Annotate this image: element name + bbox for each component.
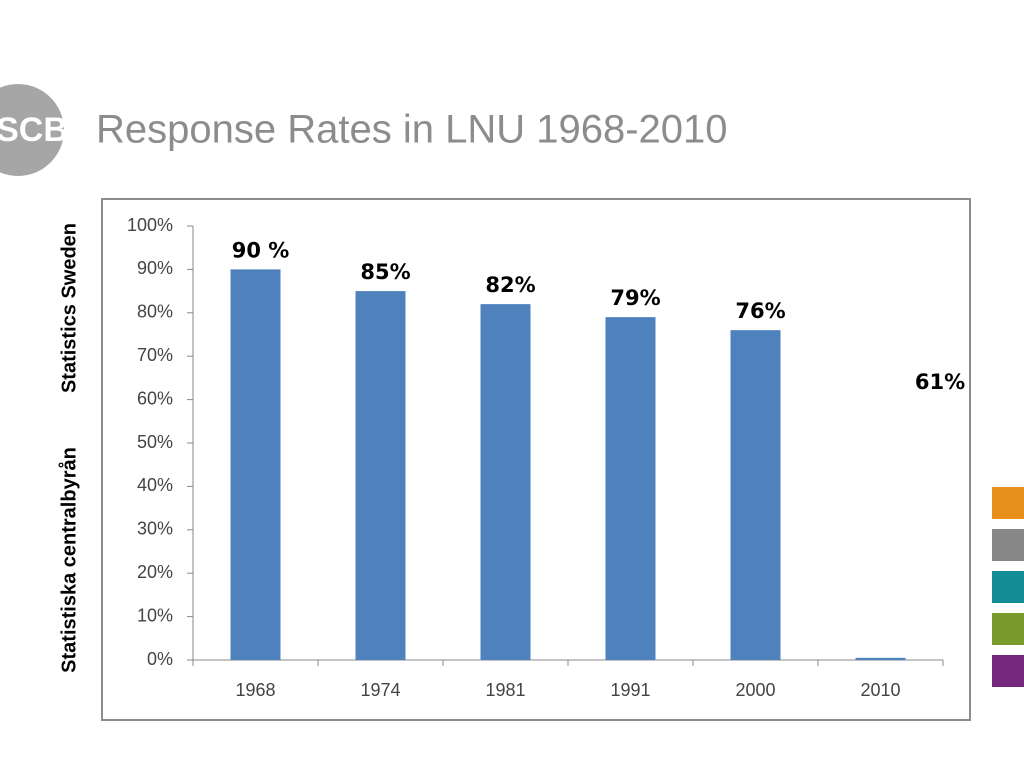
value-label: 82% <box>485 273 535 297</box>
x-tick-label: 2010 <box>860 680 900 700</box>
logo-circle <box>0 84 64 176</box>
value-label: 85% <box>360 260 410 284</box>
y-tick-label: 60% <box>137 388 173 408</box>
sidebar-text: Statistiska centralbyrån <box>57 447 80 673</box>
bar <box>730 330 781 660</box>
x-tick-label: 2000 <box>735 680 775 700</box>
x-tick-label: 1981 <box>485 680 525 700</box>
y-tick-label: 90% <box>137 258 173 278</box>
y-tick-label: 70% <box>137 345 173 365</box>
y-tick-label: 100% <box>127 215 173 235</box>
value-label: 79% <box>610 286 660 310</box>
logo-text: SCB <box>0 111 68 149</box>
y-tick-label: 30% <box>137 519 173 539</box>
bar <box>230 269 281 660</box>
color-square <box>992 529 1024 561</box>
x-tick-label: 1991 <box>610 680 650 700</box>
value-label: 90 % <box>232 238 290 262</box>
x-tick-label: 1974 <box>360 680 400 700</box>
y-tick-label: 0% <box>147 649 173 669</box>
bar <box>605 317 656 660</box>
bar <box>355 291 406 660</box>
color-square <box>992 487 1024 519</box>
annotation: 61% <box>915 370 965 394</box>
y-tick-label: 80% <box>137 302 173 322</box>
bar <box>480 304 531 660</box>
slide-title: Response Rates in LNU 1968-2010 <box>96 108 728 152</box>
color-square <box>992 655 1024 687</box>
color-square <box>992 571 1024 603</box>
value-label: 76% <box>735 299 785 323</box>
sidebar-text: Statistics Sweden <box>58 223 80 393</box>
y-tick-label: 10% <box>137 605 173 625</box>
y-tick-label: 20% <box>137 562 173 582</box>
bar <box>855 657 906 660</box>
y-tick-label: 40% <box>137 475 173 495</box>
y-tick-label: 50% <box>137 432 173 452</box>
color-square <box>992 613 1024 645</box>
x-tick-label: 1968 <box>235 680 275 700</box>
